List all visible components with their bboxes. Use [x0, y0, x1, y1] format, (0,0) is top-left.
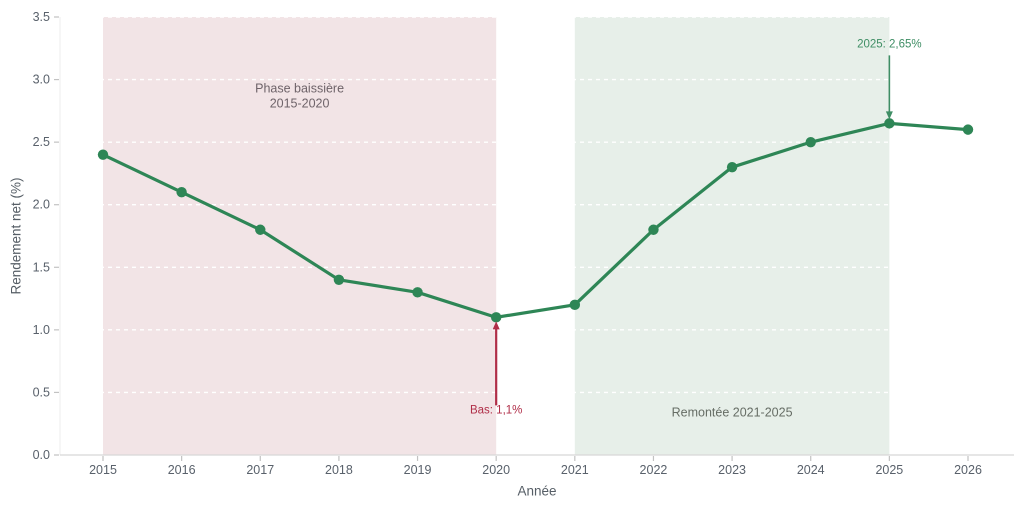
x-tick-label: 2023: [718, 463, 746, 477]
region-label-0: Phase baissière 2015-2020: [255, 81, 344, 110]
x-tick-label: 2018: [325, 463, 353, 477]
x-tick-label: 2026: [954, 463, 982, 477]
y-axis-label: Rendement net (%): [8, 177, 24, 295]
y-tick-label: 0.5: [33, 385, 50, 399]
y-tick-label: 3.5: [33, 10, 50, 24]
data-point-2016: [176, 187, 187, 198]
y-tick-label: 2.0: [33, 198, 50, 212]
annotation-arrowhead-1: [885, 111, 893, 120]
data-point-2024: [805, 136, 816, 148]
y-tick-label: 1.5: [33, 260, 50, 274]
data-point-2022: [648, 224, 659, 235]
region-band-1: [574, 17, 890, 455]
x-tick-label: 2020: [482, 463, 510, 477]
x-tick-label: 2017: [246, 463, 274, 477]
annotation-text-0: Bas: 1,1%: [470, 404, 522, 416]
y-tick-label: 2.5: [33, 135, 50, 149]
data-point-2023: [726, 161, 738, 173]
x-tick-label: 2024: [797, 463, 825, 477]
data-point-2017: [255, 224, 266, 235]
y-tick-label: 0.0: [33, 448, 50, 462]
series-line: [101, 121, 970, 319]
data-point-2018: [333, 274, 345, 285]
data-point-2026: [962, 124, 974, 135]
region-label-1: Remontée 2021-2025: [672, 405, 793, 419]
x-tick-label: 2015: [89, 463, 117, 477]
x-tick-label: 2022: [640, 463, 668, 477]
annotation-text-1: 2025: 2,65%: [857, 38, 922, 50]
x-tick-label: 2025: [875, 463, 903, 477]
y-tick-label: 3.0: [33, 73, 50, 87]
x-tick-label: 2019: [404, 463, 432, 477]
x-tick-label: 2016: [168, 463, 196, 477]
data-point-2019: [412, 287, 423, 298]
data-point-2025: [884, 118, 895, 129]
data-point-2021: [569, 299, 581, 311]
region-band-0: [103, 17, 497, 455]
data-point-2015: [97, 149, 109, 160]
x-tick-label: 2021: [561, 463, 589, 477]
x-axis-label: Année: [517, 483, 557, 499]
data-point-2020: [490, 312, 502, 323]
y-tick-label: 1.0: [33, 323, 50, 337]
annotation-arrowhead-0: [492, 321, 500, 330]
